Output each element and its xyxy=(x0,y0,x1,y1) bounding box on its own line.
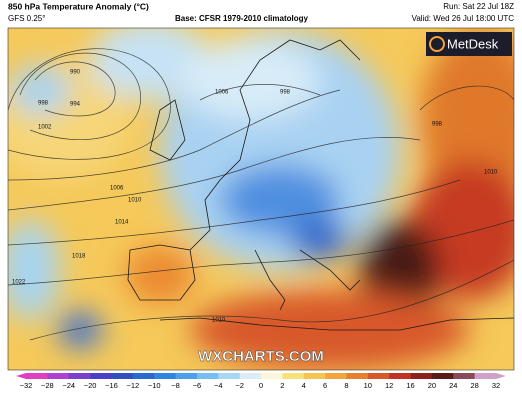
colorbar-segment xyxy=(303,373,326,379)
isobar-label: 998 xyxy=(38,101,49,107)
colorbar-segment xyxy=(196,373,219,379)
colorbar-segment xyxy=(90,373,112,379)
colorbar-segment xyxy=(47,373,70,379)
model: GFS 0.25° xyxy=(8,14,45,23)
isobar-label: 1010 xyxy=(128,198,142,204)
isobar-label: 1014 xyxy=(115,220,129,226)
colorbar-arrow xyxy=(496,373,506,379)
colorbar-label: −20 xyxy=(84,381,97,390)
colorbar-label: −32 xyxy=(20,381,33,390)
colorbar-label: −10 xyxy=(148,381,161,390)
colorbar-segment xyxy=(325,373,347,379)
logo: MetDesk xyxy=(447,36,499,51)
colorbar-segment xyxy=(474,373,497,379)
isobar-label: 998 xyxy=(432,122,443,128)
logo-icon xyxy=(429,36,445,52)
isobar-label: 1018 xyxy=(72,254,86,260)
map: 990 994 998 1002 1006 1010 1014 1018 102… xyxy=(8,28,514,370)
isobar-label: 1006 xyxy=(215,90,229,96)
colorbar-segment xyxy=(175,373,198,379)
isobar-label: 1006 xyxy=(110,186,124,192)
map-frame xyxy=(7,27,515,371)
colorbar-segment xyxy=(453,373,475,379)
colorbar-label: −24 xyxy=(62,381,75,390)
colorbar-label: 4 xyxy=(302,381,306,390)
colorbar-segment xyxy=(389,373,411,379)
title: 850 hPa Temperature Anomaly (°C) xyxy=(8,1,149,11)
colorbar-label: 10 xyxy=(364,381,372,390)
colorbar-segment xyxy=(261,373,283,379)
colorbar-label: −28 xyxy=(41,381,54,390)
colorbar-label: 20 xyxy=(428,381,436,390)
colorbar-label: 0 xyxy=(259,381,263,390)
colorbar-label: −4 xyxy=(214,381,223,390)
colorbar-segment xyxy=(68,373,91,379)
colorbar-label: −8 xyxy=(171,381,180,390)
colorbar: −32 −28 −24 −20 −16 −12 −10 −8 −6 −4 −2 0 2 4 6 8 10 12 16… xyxy=(16,373,506,390)
colorbar-label: 28 xyxy=(470,381,478,390)
colorbar-label: −12 xyxy=(126,381,139,390)
watermark: WXCHARTS.COM xyxy=(198,348,324,365)
colorbar-segment xyxy=(410,373,433,379)
colorbar-label: 8 xyxy=(344,381,348,390)
run: Run: Sat 22 Jul 18Z xyxy=(443,2,514,11)
colorbar-segment xyxy=(367,373,390,379)
isobar-label: 1010 xyxy=(484,170,498,176)
colorbar-segment xyxy=(26,373,48,379)
isobar-label: 1022 xyxy=(12,280,26,286)
colorbar-label: −2 xyxy=(235,381,244,390)
colorbar-label: 12 xyxy=(385,381,393,390)
colorbar-label: −6 xyxy=(193,381,202,390)
base: Base: CFSR 1979-2010 climatology xyxy=(175,14,308,23)
colorbar-segment xyxy=(154,373,176,379)
colorbar-label: 16 xyxy=(406,381,414,390)
colorbar-segment xyxy=(111,373,134,379)
colorbar-segment xyxy=(431,373,454,379)
isobar-label: 1010 xyxy=(212,318,226,324)
colorbar-segment xyxy=(218,373,240,379)
colorbar-label: 6 xyxy=(323,381,327,390)
isobar-label: 994 xyxy=(70,102,81,108)
logo-box xyxy=(426,32,512,56)
colorbar-segment xyxy=(132,373,155,379)
valid: Valid: Wed 26 Jul 18:00 UTC xyxy=(412,14,515,23)
colorbar-segment xyxy=(282,373,305,379)
colorbar-label: 32 xyxy=(492,381,500,390)
isobar-label: 990 xyxy=(70,70,81,76)
colorbar-segment xyxy=(346,373,369,379)
colorbar-label: 2 xyxy=(280,381,284,390)
isobar-label: 1002 xyxy=(38,125,52,131)
colorbar-label: 24 xyxy=(449,381,457,390)
isobar-label: 998 xyxy=(280,90,291,96)
colorbar-segment xyxy=(239,373,262,379)
colorbar-label: −16 xyxy=(105,381,118,390)
colorbar-arrow xyxy=(16,373,26,379)
